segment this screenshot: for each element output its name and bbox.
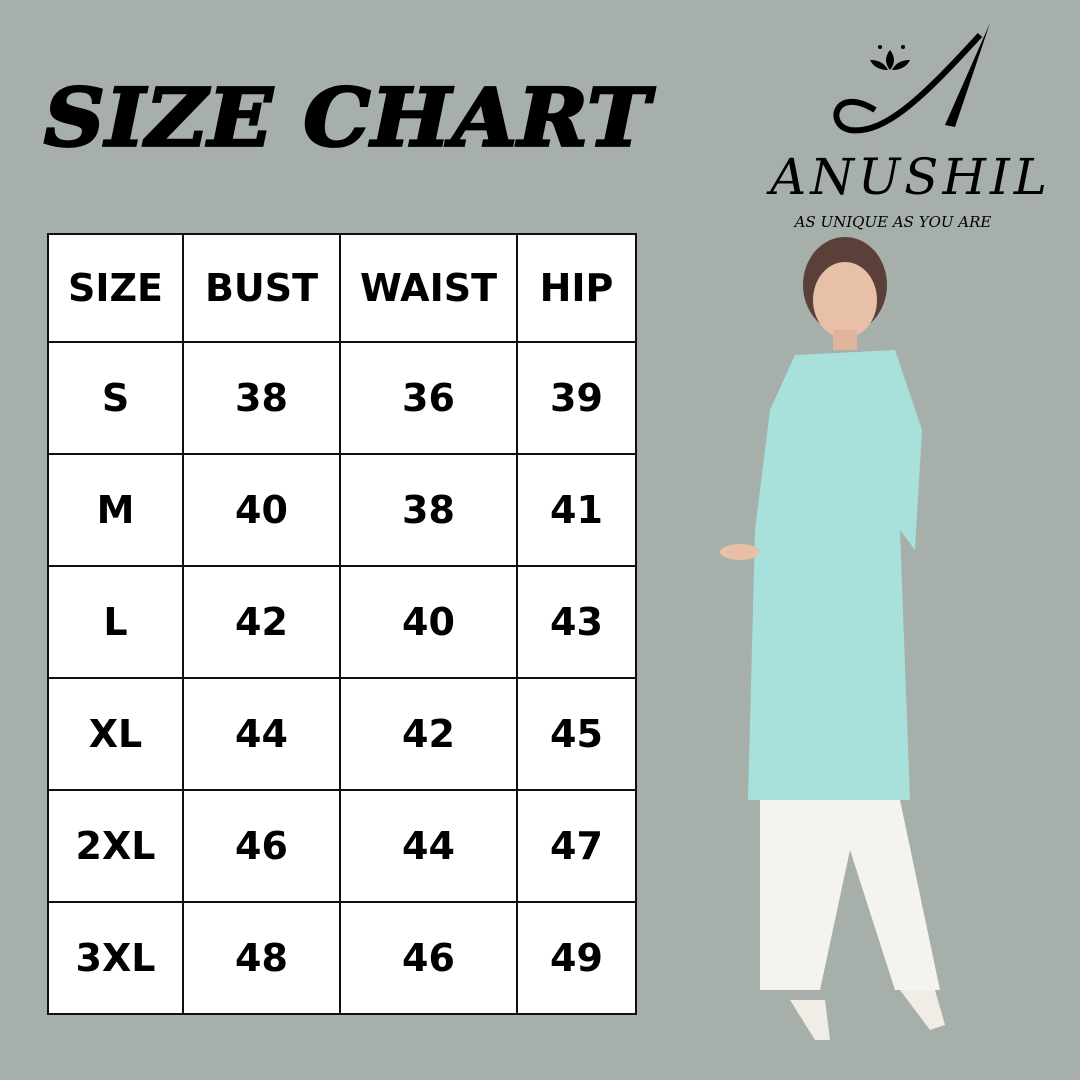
header-bust: BUST: [182, 233, 341, 343]
size-table: SIZE BUST WAIST HIP S 38 36 39 M 40 38 41 L 42 40 4…: [47, 233, 637, 1015]
table-row: 3XL 48 46 49: [47, 901, 637, 1015]
size-cell: M: [47, 453, 184, 567]
header-waist: WAIST: [339, 233, 518, 343]
waist-cell: 46: [339, 901, 518, 1015]
waist-cell: 40: [339, 565, 518, 679]
size-cell: 2XL: [47, 789, 184, 903]
table-row: XL 44 42 45: [47, 677, 637, 791]
waist-cell: 44: [339, 789, 518, 903]
size-cell: XL: [47, 677, 184, 791]
hip-cell: 43: [516, 565, 637, 679]
waist-cell: 38: [339, 453, 518, 567]
bust-cell: 48: [182, 901, 341, 1015]
hip-cell: 49: [516, 901, 637, 1015]
bust-cell: 38: [182, 341, 341, 455]
model-photo: [720, 237, 945, 1040]
header-size: SIZE: [47, 233, 184, 343]
size-cell: S: [47, 341, 184, 455]
bust-cell: 44: [182, 677, 341, 791]
table-row: M 40 38 41: [47, 453, 637, 567]
table-header-row: SIZE BUST WAIST HIP: [47, 233, 637, 343]
bust-cell: 46: [182, 789, 341, 903]
table-row: 2XL 46 44 47: [47, 789, 637, 903]
palazzo: [760, 800, 940, 990]
hip-cell: 47: [516, 789, 637, 903]
table-row: L 42 40 43: [47, 565, 637, 679]
table-row: S 38 36 39: [47, 341, 637, 455]
page-title: SIZE CHART: [43, 69, 652, 166]
brand-name: ANUSHIL: [770, 148, 1051, 206]
size-cell: 3XL: [47, 901, 184, 1015]
size-cell: L: [47, 565, 184, 679]
waist-cell: 36: [339, 341, 518, 455]
brand-tagline: AS UNIQUE AS YOU ARE: [794, 213, 992, 231]
header-hip: HIP: [516, 233, 637, 343]
waist-cell: 42: [339, 677, 518, 791]
kurta: [748, 350, 922, 800]
brand-logo-icon: [833, 23, 990, 134]
bust-cell: 42: [182, 565, 341, 679]
hip-cell: 45: [516, 677, 637, 791]
bust-cell: 40: [182, 453, 341, 567]
hip-cell: 39: [516, 341, 637, 455]
hip-cell: 41: [516, 453, 637, 567]
